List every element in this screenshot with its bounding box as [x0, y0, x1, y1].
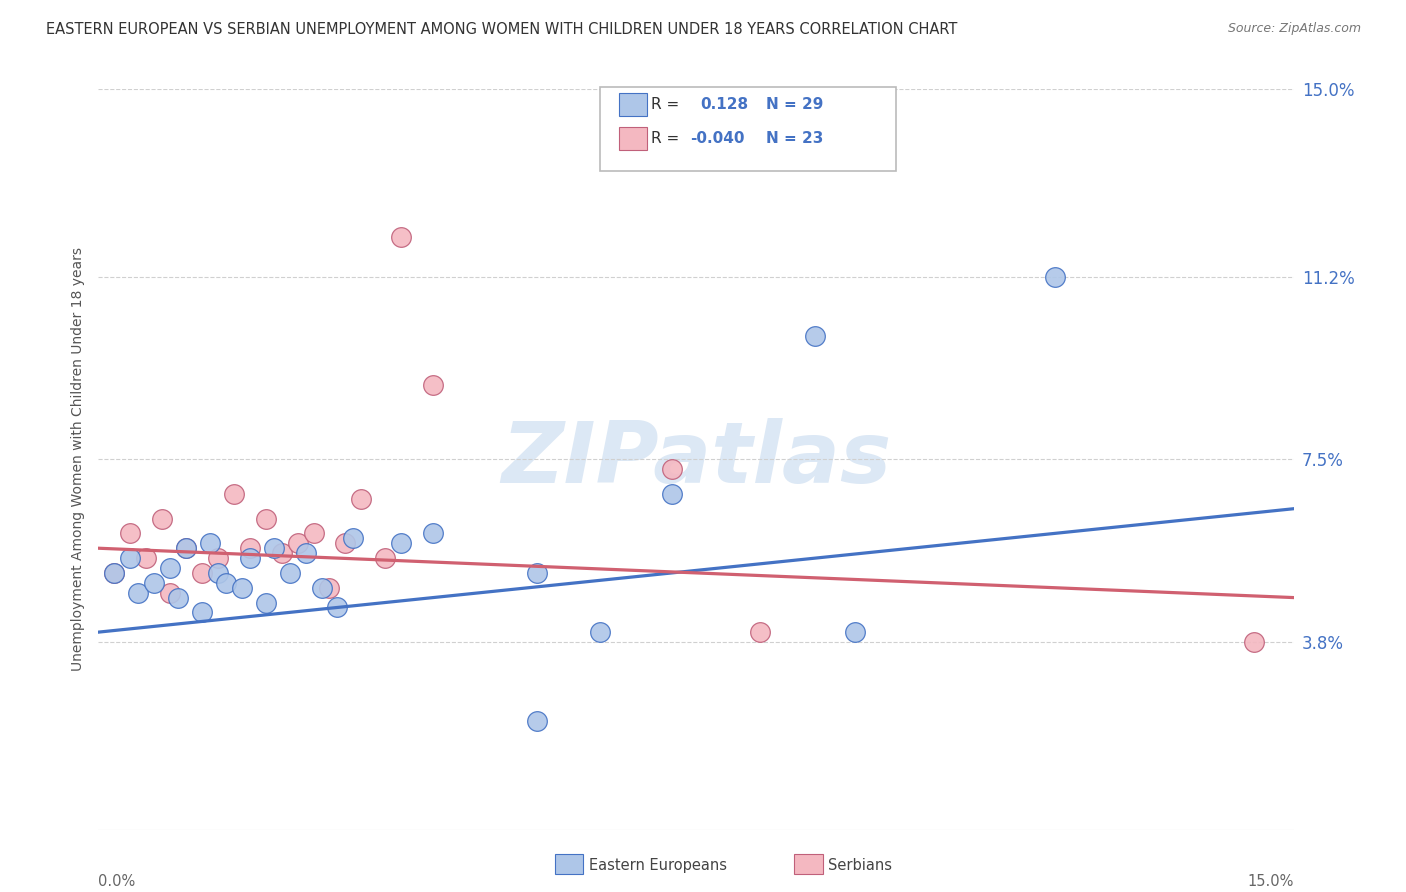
Text: R =: R =	[651, 97, 679, 112]
Point	[174, 541, 197, 556]
Text: 0.0%: 0.0%	[98, 874, 135, 889]
Point	[589, 625, 612, 640]
Point	[191, 566, 214, 580]
Text: Eastern Europeans: Eastern Europeans	[589, 858, 727, 872]
Point	[239, 541, 262, 556]
Point	[389, 536, 412, 550]
Text: 15.0%: 15.0%	[1247, 874, 1294, 889]
Point	[135, 551, 157, 566]
Point	[150, 511, 173, 525]
Point	[120, 526, 142, 541]
Point	[254, 511, 277, 525]
Point	[1243, 635, 1265, 649]
Point	[159, 561, 181, 575]
Point	[278, 566, 301, 580]
Point	[526, 566, 548, 580]
Text: -0.040: -0.040	[690, 131, 745, 145]
Text: EASTERN EUROPEAN VS SERBIAN UNEMPLOYMENT AMONG WOMEN WITH CHILDREN UNDER 18 YEAR: EASTERN EUROPEAN VS SERBIAN UNEMPLOYMENT…	[46, 22, 957, 37]
Point	[335, 536, 357, 550]
Point	[231, 581, 253, 595]
Point	[422, 526, 444, 541]
Text: 0.128: 0.128	[700, 97, 748, 112]
Text: N = 29: N = 29	[766, 97, 824, 112]
Point	[422, 378, 444, 392]
Point	[1043, 269, 1066, 284]
Point	[342, 532, 364, 546]
Point	[318, 581, 340, 595]
Point	[270, 546, 292, 560]
Point	[661, 462, 683, 476]
Point	[191, 606, 214, 620]
Point	[103, 566, 125, 580]
Text: ZIPatlas: ZIPatlas	[501, 417, 891, 501]
Point	[198, 536, 221, 550]
Point	[120, 551, 142, 566]
Text: Source: ZipAtlas.com: Source: ZipAtlas.com	[1227, 22, 1361, 36]
Point	[389, 230, 412, 244]
Point	[748, 625, 770, 640]
Point	[311, 581, 333, 595]
Point	[167, 591, 190, 605]
Point	[374, 551, 396, 566]
Point	[844, 625, 866, 640]
Point	[661, 487, 683, 501]
Point	[239, 551, 262, 566]
Point	[103, 566, 125, 580]
Point	[174, 541, 197, 556]
Point	[294, 546, 316, 560]
Point	[804, 329, 827, 343]
Text: Serbians: Serbians	[828, 858, 893, 872]
Point	[263, 541, 285, 556]
Point	[127, 585, 149, 599]
Point	[254, 595, 277, 609]
Text: R =: R =	[651, 131, 679, 145]
Point	[302, 526, 325, 541]
Point	[350, 491, 373, 506]
Point	[222, 487, 245, 501]
Point	[287, 536, 309, 550]
Point	[326, 600, 349, 615]
Point	[207, 566, 229, 580]
Point	[207, 551, 229, 566]
Y-axis label: Unemployment Among Women with Children Under 18 years: Unemployment Among Women with Children U…	[70, 247, 84, 672]
Point	[159, 585, 181, 599]
Text: N = 23: N = 23	[766, 131, 824, 145]
Point	[143, 575, 166, 590]
Point	[526, 714, 548, 728]
Point	[215, 575, 238, 590]
